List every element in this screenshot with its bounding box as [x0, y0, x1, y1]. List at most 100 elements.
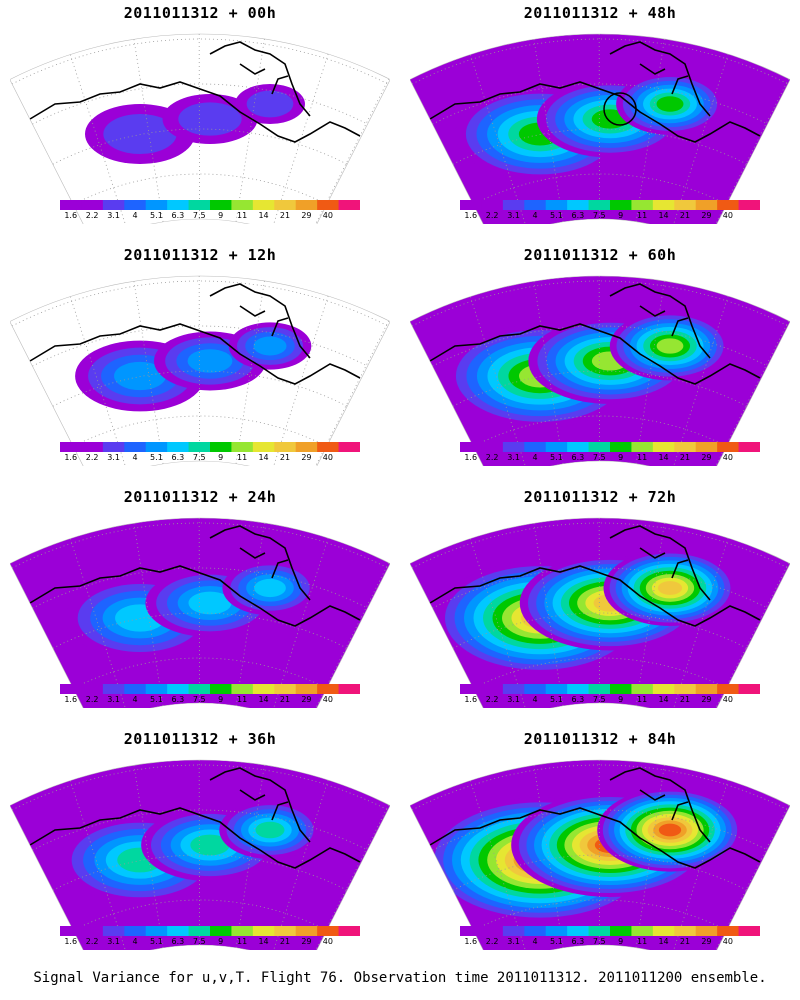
- colorbar-swatch: [502, 926, 525, 936]
- colorbar-tick-label: 7.5: [592, 453, 606, 462]
- colorbar-swatch: [738, 926, 760, 936]
- colorbar-swatch: [124, 442, 147, 452]
- variance-contour: [657, 581, 683, 595]
- coastline: [29, 767, 361, 869]
- colorbar-tick-label: 14: [658, 211, 669, 220]
- colorbar-swatch: [652, 442, 675, 452]
- colorbar-swatch: [81, 442, 104, 452]
- map-boundary: [10, 275, 390, 466]
- colorbar-tick-label: 2.2: [85, 453, 99, 462]
- colorbar-tick-label: 14: [658, 937, 669, 946]
- colorbar-swatch: [188, 442, 211, 452]
- colorbar-tick-label: 9: [618, 453, 624, 462]
- map-panel: 2011011312 + 72h 1.6 2.2 3.1 4 5.1 6.3 7.5 9 11 14…: [400, 484, 800, 726]
- colorbar-swatch: [524, 442, 547, 452]
- colorbar-tick-label: 9: [218, 937, 224, 946]
- colorbar-tick-label: 29: [301, 453, 312, 462]
- map-panel: 2011011312 + 12h 1.6 2.2 3.1 4 5.1 6.3 7.5 9 11 14…: [0, 242, 400, 484]
- map-panel: 2011011312 + 84h 1.6 2.2 3.1 4 5.1 6.3 7.5 9 11 14…: [400, 726, 800, 968]
- longitude-line: [271, 779, 329, 950]
- variance-contour: [246, 90, 294, 118]
- colorbar-swatch: [81, 200, 104, 210]
- panel-title: 2011011312 + 84h: [523, 730, 677, 748]
- colorbar-tick-label: 29: [701, 453, 712, 462]
- colorbar-swatch: [60, 684, 82, 694]
- longitude-line: [469, 296, 528, 466]
- colorbar-tick-label: 21: [679, 211, 691, 220]
- colorbar-tick-label: 1.6: [64, 211, 78, 220]
- colorbar-swatch: [652, 926, 675, 936]
- colorbar-tick-label: 40: [722, 211, 733, 220]
- longitude-line: [305, 562, 390, 708]
- coastline: [29, 525, 361, 627]
- colorbar-tick-label: 1.6: [464, 211, 478, 220]
- colorbar-tick-label: 4: [132, 211, 138, 220]
- colorbar-swatch: [295, 926, 318, 936]
- coastline: [29, 41, 361, 143]
- colorbar-swatch: [102, 684, 125, 694]
- longitude-line: [635, 280, 665, 464]
- colorbar-swatch: [252, 684, 275, 694]
- colorbar-labels: 1.6 2.2 3.1 4 5.1 6.3 7.5 9 11 14 21 29 40: [460, 211, 760, 223]
- colorbar-swatch: [460, 926, 482, 936]
- panel-title: 2011011312 + 72h: [523, 488, 677, 506]
- latitude-line: [473, 173, 727, 205]
- colorbar-tick-label: 2.2: [485, 695, 499, 704]
- colorbar-tick-label: 4: [132, 937, 138, 946]
- latitude-line: [73, 173, 327, 205]
- longitude-line: [133, 39, 164, 222]
- longitude-line: [533, 39, 564, 222]
- colorbar-tick-label: 14: [258, 453, 269, 462]
- latitude-line: [52, 370, 348, 407]
- colorbar-tick-label: 29: [301, 211, 312, 220]
- longitude-line: [705, 78, 790, 224]
- colorbar-swatch: [717, 200, 740, 210]
- colorbar-labels: 1.6 2.2 3.1 4 5.1 6.3 7.5 9 11 14 21 29 40: [60, 453, 360, 465]
- colorbar-swatch: [295, 442, 318, 452]
- colorbar-tick-label: 5.1: [550, 695, 563, 704]
- colorbar-swatch: [188, 684, 211, 694]
- colorbar-swatch: [695, 684, 718, 694]
- colorbar-tick-label: 4: [132, 695, 138, 704]
- variance-contour: [656, 338, 684, 354]
- variance-contour: [190, 834, 230, 856]
- colorbar-tick-label: 4: [532, 211, 538, 220]
- longitude-line: [635, 764, 665, 948]
- colorbar-swatch: [295, 684, 318, 694]
- colorbar-swatch: [717, 684, 740, 694]
- colorbar-swatch: [545, 442, 568, 452]
- colorbar-tick-label: 29: [701, 211, 712, 220]
- colorbar-swatch: [124, 684, 147, 694]
- latitude-line: [432, 83, 768, 125]
- colorbar-tick-label: 14: [658, 453, 669, 462]
- colorbar-swatch: [502, 684, 525, 694]
- latitude-line: [52, 128, 348, 165]
- panel-title: 2011011312 + 12h: [123, 246, 277, 264]
- colorbar-tick-label: 11: [237, 695, 248, 704]
- variance-contour: [178, 102, 242, 136]
- longitude-line: [69, 538, 128, 708]
- longitude-line: [635, 522, 665, 706]
- colorbar-swatch: [188, 200, 211, 210]
- colorbar-tick-label: 4: [532, 937, 538, 946]
- colorbar-tick-label: 2.2: [85, 695, 99, 704]
- longitude-line: [469, 538, 528, 708]
- colorbar-tick-label: 3.1: [507, 937, 520, 946]
- longitude-line: [305, 804, 390, 950]
- colorbar-tick-label: 14: [658, 695, 669, 704]
- latitude-line: [452, 128, 748, 165]
- colorbar-tick-label: 21: [279, 695, 291, 704]
- longitude-line: [69, 54, 128, 224]
- colorbar-swatch: [338, 442, 360, 452]
- colorbar-swatch: [102, 200, 125, 210]
- colorbar-swatch: [145, 200, 168, 210]
- colorbar-tick-label: 2.2: [85, 937, 99, 946]
- colorbar-swatch: [502, 200, 525, 210]
- figure-caption: Signal Variance for u,v,T. Flight 76. Ob…: [33, 970, 767, 986]
- colorbar-swatch: [274, 926, 297, 936]
- panel-title: 2011011312 + 48h: [523, 4, 677, 22]
- colorbar-swatch: [695, 442, 718, 452]
- colorbar-swatch: [81, 926, 104, 936]
- colorbar-tick-label: 9: [218, 695, 224, 704]
- colorbar-swatch: [317, 200, 340, 210]
